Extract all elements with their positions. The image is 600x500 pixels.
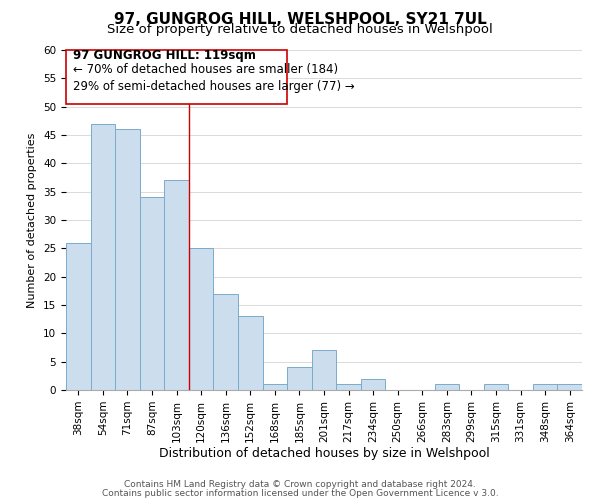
Text: Contains HM Land Registry data © Crown copyright and database right 2024.: Contains HM Land Registry data © Crown c…	[124, 480, 476, 489]
Bar	[263, 384, 287, 390]
Bar	[484, 384, 508, 390]
Bar	[66, 242, 91, 390]
Text: 97 GUNGROG HILL: 119sqm: 97 GUNGROG HILL: 119sqm	[73, 49, 256, 62]
Text: Size of property relative to detached houses in Welshpool: Size of property relative to detached ho…	[107, 22, 493, 36]
Bar	[434, 384, 459, 390]
Bar	[312, 350, 336, 390]
Bar	[91, 124, 115, 390]
Bar	[557, 384, 582, 390]
Y-axis label: Number of detached properties: Number of detached properties	[28, 132, 37, 308]
Bar	[214, 294, 238, 390]
Bar	[189, 248, 214, 390]
Bar	[238, 316, 263, 390]
Bar	[140, 198, 164, 390]
Bar	[533, 384, 557, 390]
FancyBboxPatch shape	[66, 50, 287, 104]
Bar	[336, 384, 361, 390]
Text: Contains public sector information licensed under the Open Government Licence v : Contains public sector information licen…	[101, 488, 499, 498]
Bar	[361, 378, 385, 390]
Bar	[287, 368, 312, 390]
X-axis label: Distribution of detached houses by size in Welshpool: Distribution of detached houses by size …	[158, 448, 490, 460]
Text: 29% of semi-detached houses are larger (77) →: 29% of semi-detached houses are larger (…	[73, 80, 355, 94]
Text: ← 70% of detached houses are smaller (184): ← 70% of detached houses are smaller (18…	[73, 64, 338, 76]
Bar	[164, 180, 189, 390]
Text: 97, GUNGROG HILL, WELSHPOOL, SY21 7UL: 97, GUNGROG HILL, WELSHPOOL, SY21 7UL	[113, 12, 487, 28]
Bar	[115, 130, 140, 390]
